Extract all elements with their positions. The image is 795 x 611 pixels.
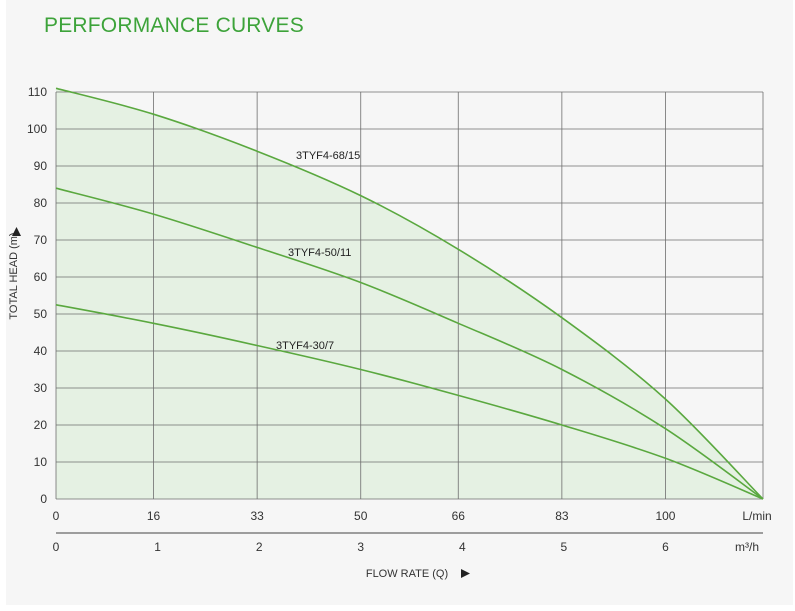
x-tick-label-m3h: 5 bbox=[561, 540, 568, 554]
x-tick-label-lpm: 0 bbox=[53, 509, 60, 523]
x-unit-m3h: m³/h bbox=[735, 540, 759, 554]
series-label-3TYF4-50/11: 3TYF4-50/11 bbox=[288, 247, 351, 259]
x-unit-lpm: L/min bbox=[742, 509, 771, 523]
x-tick-label-m3h: 0 bbox=[53, 540, 60, 554]
y-axis-title: TOTAL HEAD (m) bbox=[8, 232, 20, 319]
x-tick-label-lpm: 83 bbox=[555, 509, 569, 523]
y-tick-label: 50 bbox=[34, 307, 48, 321]
y-tick-label: 70 bbox=[34, 233, 48, 247]
x-tick-label-lpm: 33 bbox=[250, 509, 264, 523]
x-tick-label-m3h: 1 bbox=[154, 540, 161, 554]
series-line-3TYF4-30/7 bbox=[55, 304, 764, 500]
x-axis-arrow-icon bbox=[461, 569, 470, 578]
y-tick-label: 110 bbox=[28, 85, 47, 99]
chart-title: PERFORMANCE CURVES bbox=[44, 14, 304, 37]
y-tick-label: 60 bbox=[34, 270, 48, 284]
x-tick-label-m3h: 3 bbox=[357, 540, 364, 554]
curve-fill-area bbox=[56, 88, 763, 500]
series-label-3TYF4-30/7: 3TYF4-30/7 bbox=[276, 340, 334, 352]
series-label-3TYF4-68/15: 3TYF4-68/15 bbox=[296, 150, 360, 162]
y-tick-label: 30 bbox=[34, 381, 48, 395]
y-tick-label: 10 bbox=[34, 455, 48, 469]
y-axis-arrow-icon bbox=[12, 227, 21, 236]
y-tick-label: 80 bbox=[34, 196, 48, 210]
x-tick-label-m3h: 4 bbox=[459, 540, 466, 554]
y-tick-label: 40 bbox=[34, 344, 48, 358]
y-tick-label: 100 bbox=[27, 122, 47, 136]
x-tick-label-lpm: 50 bbox=[354, 509, 368, 523]
x-tick-label-lpm: 16 bbox=[147, 509, 161, 523]
x-tick-label-m3h: 2 bbox=[256, 540, 263, 554]
x-tick-label-lpm: 66 bbox=[452, 509, 466, 523]
y-tick-label: 90 bbox=[34, 159, 48, 173]
x-axis-title: FLOW RATE (Q) bbox=[366, 568, 448, 580]
series-line-3TYF4-68/15 bbox=[55, 87, 764, 500]
y-tick-label: 0 bbox=[40, 492, 47, 506]
x-tick-label-lpm: 100 bbox=[655, 509, 675, 523]
y-tick-label: 20 bbox=[34, 418, 48, 432]
series-line-3TYF4-50/11 bbox=[55, 187, 764, 500]
x-tick-label-m3h: 6 bbox=[662, 540, 669, 554]
